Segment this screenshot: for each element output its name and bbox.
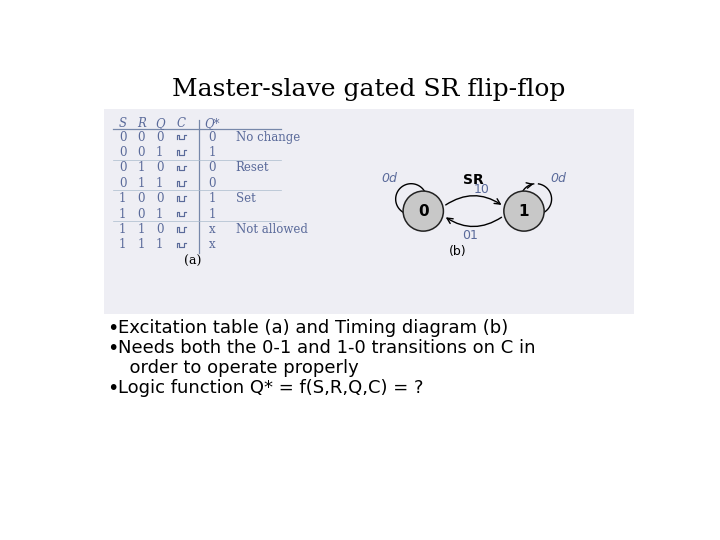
Text: 1: 1 <box>156 146 163 159</box>
Text: 0: 0 <box>156 161 163 174</box>
Text: 0: 0 <box>156 223 163 236</box>
Text: 0: 0 <box>156 192 163 205</box>
Text: 0: 0 <box>138 131 145 144</box>
Text: S: S <box>119 117 127 130</box>
Text: 0: 0 <box>209 161 216 174</box>
Circle shape <box>403 191 444 231</box>
Text: Excitation table (a) and Timing diagram (b): Excitation table (a) and Timing diagram … <box>118 319 508 337</box>
Text: 1: 1 <box>119 223 126 236</box>
Text: 0: 0 <box>209 131 216 144</box>
Text: Master-slave gated SR flip-flop: Master-slave gated SR flip-flop <box>172 78 566 101</box>
Text: 1: 1 <box>138 177 145 190</box>
FancyBboxPatch shape <box>104 110 634 314</box>
Text: •: • <box>107 339 118 358</box>
Text: 0: 0 <box>138 146 145 159</box>
Text: Q: Q <box>155 117 165 130</box>
Circle shape <box>504 191 544 231</box>
Text: (a): (a) <box>184 255 202 268</box>
Text: SR: SR <box>463 173 484 187</box>
Text: 1: 1 <box>518 204 529 219</box>
Text: 1: 1 <box>209 146 216 159</box>
Text: 0: 0 <box>418 204 428 219</box>
Text: R: R <box>137 117 145 130</box>
Text: 1: 1 <box>138 161 145 174</box>
Text: 10: 10 <box>474 183 490 196</box>
Text: 1: 1 <box>119 192 126 205</box>
Text: Not allowed: Not allowed <box>235 223 307 236</box>
Text: 0: 0 <box>138 208 145 221</box>
Text: 1: 1 <box>119 208 126 221</box>
Text: 1: 1 <box>209 208 216 221</box>
Text: 0: 0 <box>119 161 126 174</box>
Text: 1: 1 <box>156 177 163 190</box>
Text: 1: 1 <box>156 239 163 252</box>
Text: No change: No change <box>235 131 300 144</box>
Text: 0: 0 <box>138 192 145 205</box>
Text: 1: 1 <box>209 192 216 205</box>
Text: 01: 01 <box>462 230 477 242</box>
Text: 0: 0 <box>209 177 216 190</box>
Text: order to operate properly: order to operate properly <box>118 359 359 377</box>
Text: 1: 1 <box>138 239 145 252</box>
Text: x: x <box>209 239 216 252</box>
Text: 0: 0 <box>119 146 126 159</box>
Text: 1: 1 <box>119 239 126 252</box>
Text: Needs both the 0-1 and 1-0 transitions on C in: Needs both the 0-1 and 1-0 transitions o… <box>118 339 536 357</box>
Text: x: x <box>209 223 216 236</box>
Text: 0: 0 <box>119 177 126 190</box>
Text: 1: 1 <box>138 223 145 236</box>
Text: C: C <box>177 117 186 130</box>
Text: •: • <box>107 319 118 338</box>
Text: 0d: 0d <box>550 172 566 185</box>
Text: Set: Set <box>235 192 256 205</box>
Text: (b): (b) <box>449 245 467 258</box>
Text: Logic function Q* = f(S,R,Q,C) = ?: Logic function Q* = f(S,R,Q,C) = ? <box>118 379 423 397</box>
Text: Reset: Reset <box>235 161 269 174</box>
Text: Q*: Q* <box>204 117 220 130</box>
Text: 0: 0 <box>156 131 163 144</box>
Text: 0d: 0d <box>381 172 397 185</box>
Text: 1: 1 <box>156 208 163 221</box>
Text: 0: 0 <box>119 131 126 144</box>
Text: •: • <box>107 379 118 398</box>
